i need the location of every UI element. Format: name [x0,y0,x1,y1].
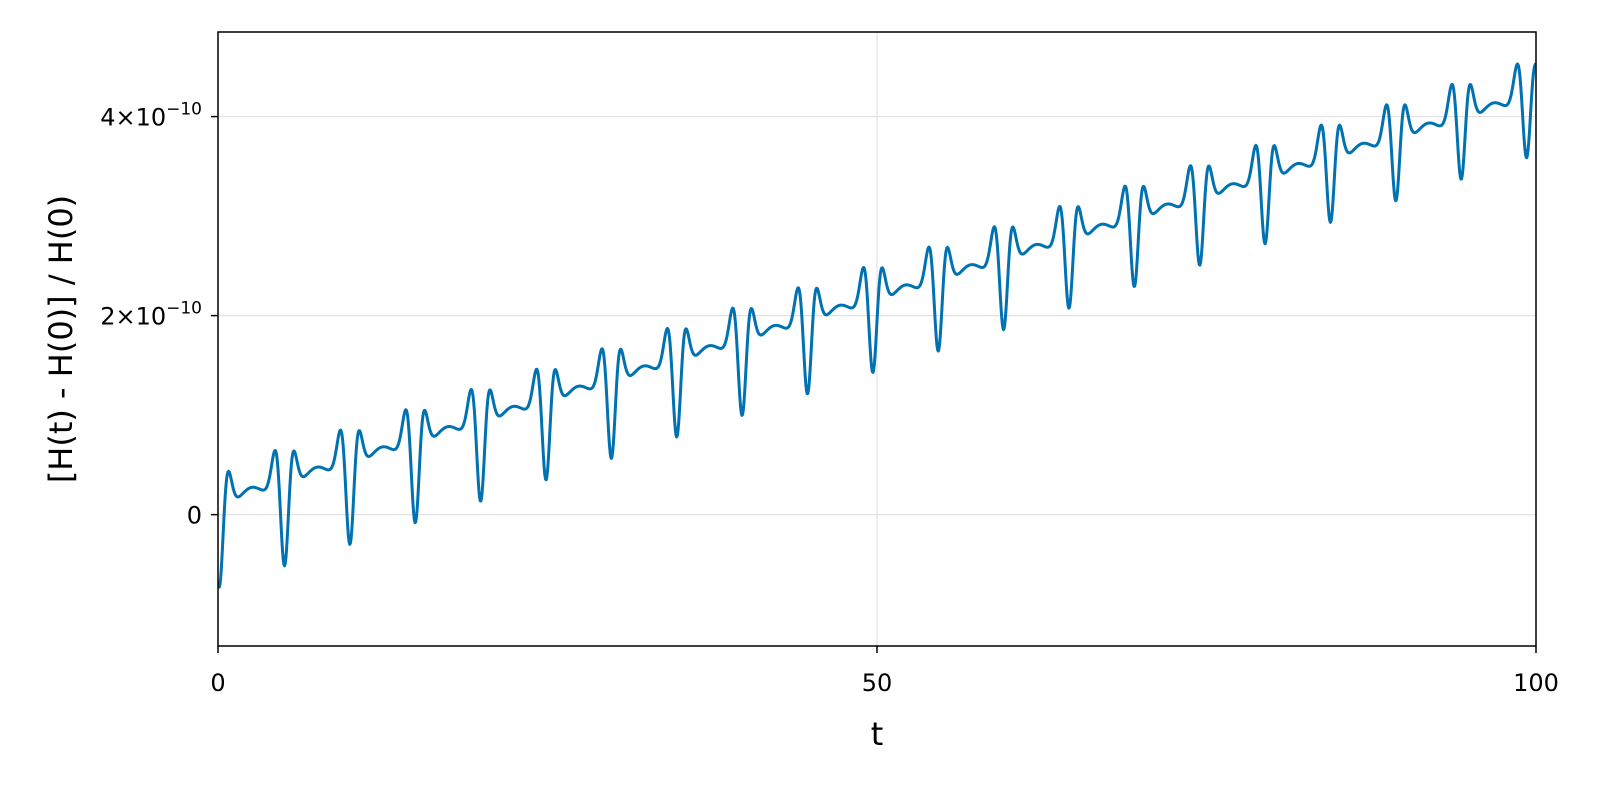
y-tick-mantissa: 4×10 [100,104,166,132]
series-line [218,62,1536,589]
y-axis-title: [H(t) - H(0)] / H(0) [42,195,80,483]
series-layer [218,62,1536,589]
y-tick-label: 4×10−10 [100,100,202,132]
x-axis-title: t [871,715,884,753]
y-tick-exponent: −10 [166,299,202,319]
x-axis-ticks: 0 50 100 [210,646,1559,697]
y-tick-mantissa: 2×10 [100,303,166,331]
x-tick-label: 100 [1513,669,1559,697]
x-tick-label: 50 [862,669,893,697]
x-tick-label: 0 [210,669,225,697]
y-tick-exponent: −10 [166,100,202,120]
y-axis-ticks: 02×10−104×10−10 [100,100,218,530]
y-tick-label: 0 [187,502,202,530]
y-tick-label: 2×10−10 [100,299,202,331]
